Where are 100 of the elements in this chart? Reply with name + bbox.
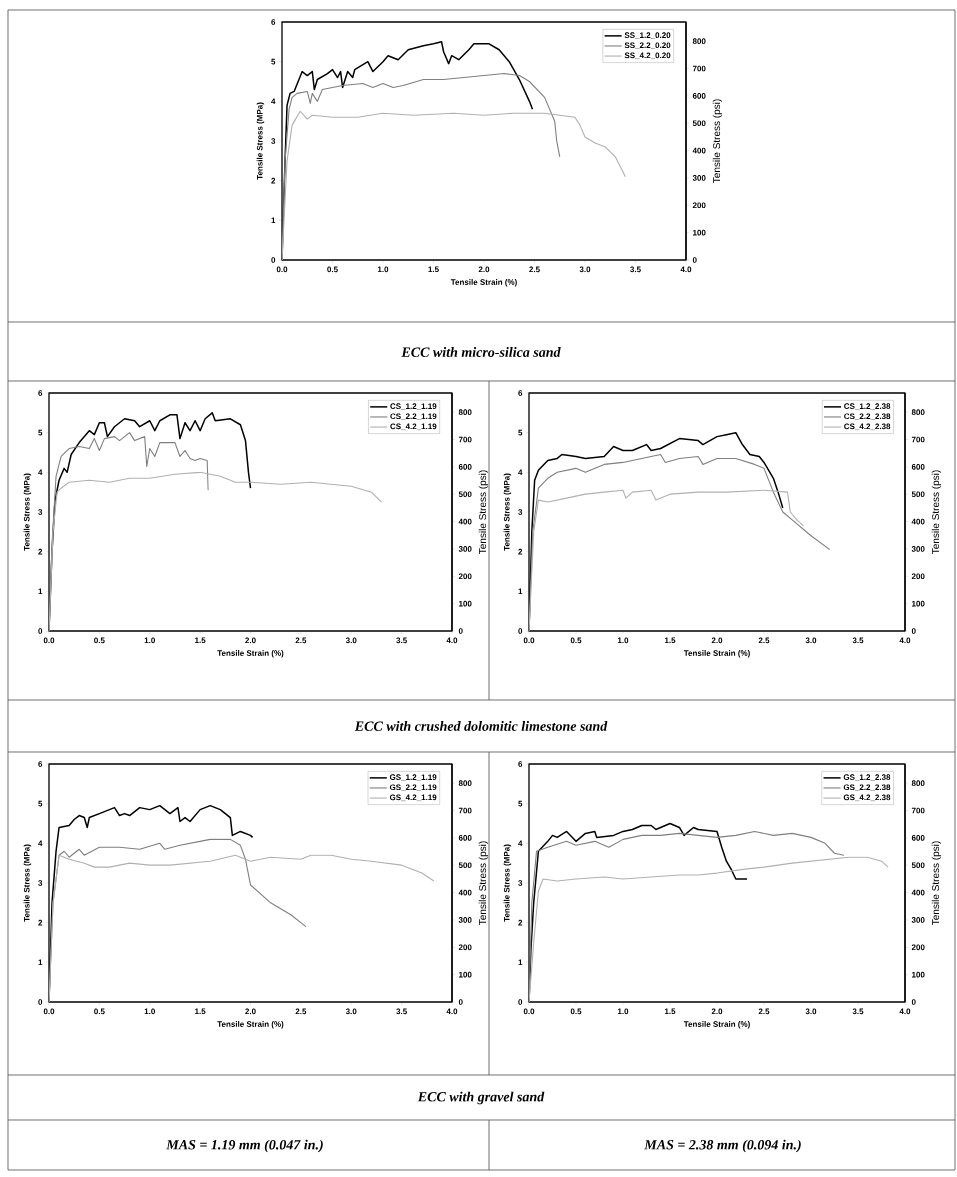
y2-tick-label: 700 bbox=[458, 807, 472, 814]
x-tick-label: 1.0 bbox=[617, 1008, 629, 1015]
y2-tick-label: 800 bbox=[692, 38, 706, 45]
y-tick-label: 4 bbox=[271, 98, 276, 105]
y-axis-title: Tensile Stress (MPa) bbox=[23, 844, 32, 922]
x-axis-title: Tensile Strain (%) bbox=[217, 1021, 284, 1029]
y2-axis-title: Tensile Stress (psi) bbox=[712, 99, 723, 183]
x-tick-label: 2.0 bbox=[245, 637, 256, 644]
x-axis-title: Tensile Strain (%) bbox=[450, 279, 517, 287]
y2-tick-label: 400 bbox=[911, 518, 925, 525]
x-axis-title: Tensile Strain (%) bbox=[683, 650, 750, 658]
y-tick-label: 5 bbox=[38, 429, 43, 436]
x-tick-label: 1.5 bbox=[428, 266, 439, 273]
x-tick-label: 3.0 bbox=[805, 1008, 817, 1015]
legend-label: SS_4.2_0.20 bbox=[624, 52, 671, 60]
y2-tick-label: 700 bbox=[911, 807, 925, 814]
x-tick-label: 2.5 bbox=[295, 637, 307, 644]
y-tick-label: 0 bbox=[38, 628, 43, 634]
legend-label: CS_4.2_1.19 bbox=[390, 423, 437, 431]
x-axis-title: Tensile Strain (%) bbox=[683, 1021, 750, 1029]
y2-tick-label: 100 bbox=[459, 971, 472, 978]
x-tick-label: 2.0 bbox=[711, 637, 723, 644]
x-tick-label: 0.5 bbox=[327, 266, 338, 273]
legend-label: CS_1.2_2.38 bbox=[844, 403, 891, 410]
y-axis-title: Tensile Stress (MPa) bbox=[23, 473, 32, 551]
y2-tick-label: 500 bbox=[458, 862, 472, 869]
y2-tick-label: 100 bbox=[693, 229, 706, 236]
text: MAS = 1.19 mm (0.047 in.) bbox=[166, 1139, 323, 1153]
y-tick-label: 2 bbox=[271, 177, 276, 184]
y2-tick-label: 500 bbox=[692, 120, 706, 127]
legend-label: CS_2.2_2.38 bbox=[844, 413, 891, 420]
x-tick-label: 1.5 bbox=[664, 1008, 676, 1015]
y-tick-label: 3 bbox=[518, 880, 523, 886]
y-tick-label: 2 bbox=[518, 919, 523, 926]
x-tick-label: 4.0 bbox=[899, 637, 911, 644]
y-tick-label: 4 bbox=[38, 840, 43, 847]
x-tick-label: 3.5 bbox=[396, 637, 407, 644]
y2-tick-label: 700 bbox=[458, 436, 472, 443]
y2-tick-label: 100 bbox=[459, 600, 472, 607]
y2-tick-label: 800 bbox=[458, 409, 472, 416]
x-tick-label: 0.0 bbox=[276, 266, 288, 273]
legend-label: GS_2.2_1.19 bbox=[389, 784, 437, 791]
y2-tick-label: 400 bbox=[458, 518, 472, 525]
y2-tick-label: 800 bbox=[911, 409, 925, 416]
y2-tick-label: 300 bbox=[692, 175, 706, 181]
y-tick-label: 5 bbox=[518, 800, 523, 807]
x-tick-label: 2.5 bbox=[758, 637, 770, 644]
x-tick-label: 1.0 bbox=[144, 1008, 155, 1015]
y2-axis-title: Tensile Stress (psi) bbox=[478, 470, 489, 555]
y2-tick-label: 600 bbox=[458, 464, 472, 470]
y-tick-label: 4 bbox=[518, 469, 523, 476]
y-tick-label: 1 bbox=[518, 959, 523, 966]
y-tick-label: 2 bbox=[38, 919, 43, 926]
y2-tick-label: 500 bbox=[458, 491, 472, 498]
x-tick-label: 3.5 bbox=[852, 637, 864, 644]
legend-label: GS_1.2_2.38 bbox=[843, 774, 891, 781]
x-tick-label: 0.5 bbox=[570, 1008, 582, 1015]
y2-tick-label: 600 bbox=[911, 835, 925, 841]
y2-tick-label: 200 bbox=[458, 944, 472, 951]
x-tick-label: 0.0 bbox=[523, 1008, 535, 1015]
legend-label: SS_2.2_0.20 bbox=[624, 42, 671, 49]
y-tick-label: 6 bbox=[518, 390, 523, 396]
text: ECC with micro-silica sand bbox=[401, 347, 561, 357]
y2-tick-label: 700 bbox=[911, 436, 925, 443]
y2-tick-label: 100 bbox=[912, 971, 925, 978]
y-tick-label: 4 bbox=[38, 469, 43, 476]
y2-axis-title: Tensile Stress (psi) bbox=[931, 470, 942, 555]
y2-tick-label: 0 bbox=[911, 628, 916, 634]
y-tick-label: 6 bbox=[38, 761, 43, 767]
legend-label: CS_1.2_1.19 bbox=[390, 403, 437, 410]
y-tick-label: 3 bbox=[518, 509, 523, 515]
y2-tick-label: 0 bbox=[458, 999, 463, 1005]
y-axis-title: Tensile Stress (MPa) bbox=[503, 473, 512, 551]
y2-tick-label: 0 bbox=[911, 999, 916, 1005]
y2-tick-label: 200 bbox=[458, 573, 472, 580]
x-tick-label: 2.5 bbox=[758, 1008, 770, 1015]
text: ECC with crushed dolomitic limestone sand bbox=[354, 721, 608, 731]
y-tick-label: 0 bbox=[518, 999, 523, 1005]
y-tick-label: 0 bbox=[518, 628, 523, 634]
y2-tick-label: 600 bbox=[458, 835, 472, 841]
y2-tick-label: 0 bbox=[458, 628, 463, 634]
x-tick-label: 3.0 bbox=[579, 266, 591, 273]
y2-tick-label: 200 bbox=[692, 202, 706, 209]
y2-tick-label: 300 bbox=[911, 546, 925, 552]
x-tick-label: 1.0 bbox=[144, 637, 155, 644]
x-tick-label: 2.0 bbox=[711, 1008, 723, 1015]
y2-tick-label: 400 bbox=[692, 147, 706, 154]
y-tick-label: 1 bbox=[38, 959, 43, 966]
legend-label: GS_2.2_2.38 bbox=[843, 784, 891, 791]
x-tick-label: 3.0 bbox=[805, 637, 817, 644]
y2-tick-label: 500 bbox=[911, 491, 925, 498]
y-tick-label: 3 bbox=[38, 509, 43, 515]
y-tick-label: 3 bbox=[271, 138, 276, 144]
y-tick-label: 2 bbox=[38, 548, 43, 555]
y-tick-label: 1 bbox=[518, 588, 523, 595]
x-tick-label: 4.0 bbox=[680, 266, 692, 273]
line-series bbox=[529, 489, 805, 631]
x-tick-label: 0.5 bbox=[94, 1008, 105, 1015]
x-tick-label: 1.5 bbox=[195, 1008, 206, 1015]
y-tick-label: 3 bbox=[38, 880, 43, 886]
